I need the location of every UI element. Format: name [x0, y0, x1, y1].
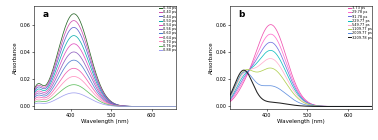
Text: b: b — [239, 10, 245, 19]
X-axis label: Wavelength (nm): Wavelength (nm) — [277, 119, 325, 124]
Legend: 3.73 ps, 29.78 ps, 91.78 ps, 229.77 ps, 549.77 ps, 1109.77 ps, 2009.77 ps, 3209.: 3.73 ps, 29.78 ps, 91.78 ps, 229.77 ps, … — [348, 6, 372, 39]
Y-axis label: Absorbance: Absorbance — [13, 41, 18, 74]
Legend: 0.34 ps, 0.40 ps, 0.44 ps, 0.50 ps, 0.54 ps, 0.56 ps, 0.60 ps, 0.64 ps, 0.70 ps,: 0.34 ps, 0.40 ps, 0.44 ps, 0.50 ps, 0.54… — [158, 6, 176, 52]
Text: a: a — [43, 10, 49, 19]
X-axis label: Wavelength (nm): Wavelength (nm) — [81, 119, 129, 124]
Y-axis label: Absorbance: Absorbance — [209, 41, 214, 74]
